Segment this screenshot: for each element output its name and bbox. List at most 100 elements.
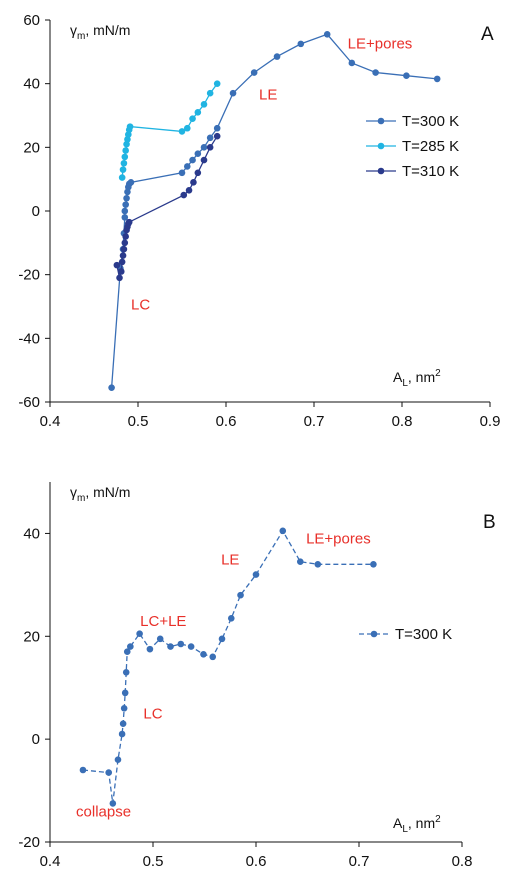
- data-point: [105, 769, 113, 776]
- region-annotation: LC: [143, 706, 162, 723]
- x-tick-label: 0.9: [480, 413, 501, 430]
- legend-label: T=310 K: [402, 163, 459, 180]
- data-point: [122, 668, 130, 676]
- data-point: [122, 201, 129, 208]
- data-point: [218, 635, 226, 643]
- data-point: [178, 169, 186, 177]
- data-point: [213, 80, 221, 87]
- data-point: [167, 643, 174, 650]
- data-point: [189, 156, 196, 164]
- data-point: [123, 194, 130, 202]
- data-point: [180, 191, 188, 199]
- data-point: [237, 591, 244, 599]
- data-point: [156, 635, 164, 643]
- region-annotation: collapse: [76, 803, 131, 820]
- x-axis-label: AL, nm2: [393, 814, 441, 835]
- x-axis-label: AL, nm2: [393, 368, 441, 389]
- data-point: [296, 558, 304, 566]
- y-tick-label: -40: [18, 330, 40, 347]
- data-point: [190, 179, 197, 186]
- panel-label: A: [481, 24, 494, 45]
- data-point: [122, 233, 129, 240]
- legend-marker: [377, 167, 385, 175]
- data-point: [229, 89, 237, 97]
- data-point: [206, 89, 214, 97]
- data-point: [120, 159, 128, 167]
- x-tick-label: 0.7: [349, 853, 370, 870]
- data-point: [323, 31, 331, 38]
- data-point: [200, 156, 208, 164]
- y-tick-label: 20: [23, 139, 40, 156]
- y-axis-label: γm, mN/m: [70, 22, 130, 42]
- x-tick-label: 0.5: [128, 413, 149, 430]
- data-point: [121, 153, 129, 161]
- data-point: [127, 643, 134, 650]
- y-tick-label: 20: [23, 628, 40, 645]
- data-point: [194, 109, 202, 116]
- data-point: [403, 72, 410, 80]
- legend-label: T=300 K: [402, 113, 459, 130]
- data-point: [116, 274, 123, 282]
- legend-marker: [377, 142, 385, 150]
- data-point: [177, 640, 185, 648]
- data-point: [109, 800, 117, 807]
- data-point: [118, 730, 126, 738]
- x-tick-label: 0.4: [40, 413, 61, 430]
- data-point: [113, 261, 121, 269]
- data-point: [314, 560, 322, 568]
- data-point: [372, 69, 379, 76]
- legend-marker: [377, 117, 385, 125]
- x-tick-label: 0.8: [392, 413, 413, 430]
- region-annotation: LE+pores: [348, 36, 413, 53]
- data-point: [120, 704, 128, 712]
- data-point: [121, 239, 129, 247]
- data-point: [209, 653, 217, 661]
- data-point: [213, 132, 221, 140]
- x-tick-label: 0.4: [40, 853, 61, 870]
- data-point: [273, 53, 281, 60]
- data-point: [119, 720, 127, 728]
- data-point: [126, 123, 134, 130]
- y-tick-label: -20: [18, 834, 40, 851]
- y-tick-label: 0: [32, 731, 40, 748]
- data-point: [121, 214, 129, 221]
- data-point: [200, 650, 207, 658]
- x-tick-label: 0.6: [246, 853, 267, 870]
- y-tick-label: 40: [23, 525, 40, 542]
- data-point: [118, 174, 126, 181]
- data-point: [114, 756, 122, 764]
- region-annotation: LC+LE: [140, 613, 186, 630]
- data-point: [122, 147, 129, 154]
- panel-label: B: [483, 512, 496, 533]
- data-point: [194, 150, 202, 157]
- data-point: [206, 134, 214, 142]
- data-point: [118, 258, 126, 266]
- data-point: [119, 166, 127, 173]
- data-point: [279, 527, 287, 535]
- x-tick-label: 0.5: [143, 853, 164, 870]
- region-annotation: LE: [259, 87, 277, 104]
- data-point: [121, 207, 129, 215]
- x-tick-label: 0.6: [216, 413, 237, 430]
- data-point: [79, 766, 87, 774]
- data-point: [213, 124, 221, 132]
- chart-panel-B: -20 0 20 40 0.4 0.5 0.6 0.7 0.8 γm, mN/m AL, nm2 B T…: [18, 482, 496, 870]
- y-tick-label: 60: [23, 12, 40, 29]
- data-point: [119, 252, 127, 259]
- legend-item: T=300 K: [359, 626, 452, 643]
- chart-panel-A: -60 -40 -20 0 20 40 60 0.4 0.5 0.6 0.7 0.8 0.9 γm, mN…: [18, 12, 500, 430]
- data-point: [185, 187, 193, 194]
- region-annotation: LE+pores: [306, 531, 371, 548]
- data-point: [183, 163, 191, 170]
- y-tick-label: 0: [32, 203, 40, 220]
- data-point: [183, 124, 191, 132]
- data-point: [348, 59, 356, 67]
- data-point: [194, 169, 202, 177]
- legend-marker: [370, 630, 378, 638]
- x-tick-label: 0.7: [304, 413, 325, 430]
- data-point: [206, 144, 214, 151]
- y-tick-label: -20: [18, 267, 40, 284]
- data-point: [297, 40, 305, 48]
- y-axis-label: γm, mN/m: [70, 484, 130, 504]
- data-point: [433, 75, 441, 83]
